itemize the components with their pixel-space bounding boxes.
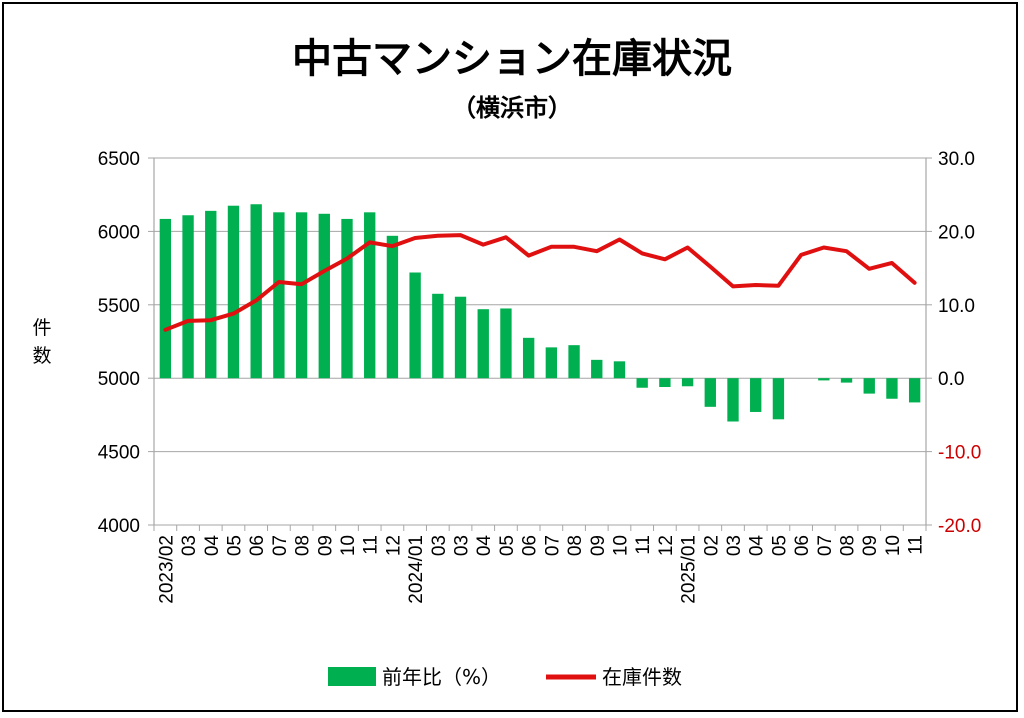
chart-subtitle: （横浜市）	[452, 94, 572, 122]
bar	[364, 212, 376, 379]
legend-line-label: 在庫件数	[602, 665, 682, 689]
bar	[409, 272, 421, 379]
x-tick-label: 08	[838, 535, 859, 556]
left-tick-label: 5500	[98, 296, 140, 317]
x-tick-label: 10	[338, 535, 359, 556]
right-tick-label: 20.0	[938, 222, 975, 243]
line-series	[163, 233, 917, 332]
x-tick-label: 2023/02	[156, 535, 177, 604]
right-tick-label: -10.0	[938, 443, 981, 464]
x-tick-label: 03	[179, 535, 200, 556]
x-tick-label: 03	[724, 535, 745, 556]
x-tick-label: 09	[315, 535, 336, 556]
bar	[886, 378, 898, 399]
bar	[908, 378, 921, 403]
right-axis-ticks: -20.0 -10.0 0.0 10.0 20.0 30.0	[938, 149, 981, 537]
bar	[432, 293, 444, 379]
x-tick-label: 05	[769, 535, 790, 556]
x-tick-label: 2025/01	[679, 535, 700, 604]
x-tick-label: 10	[883, 535, 904, 556]
bar	[613, 361, 626, 379]
x-tick-label: 11	[361, 535, 382, 555]
legend-bar-label: 前年比（%）	[382, 665, 501, 689]
left-tick-label: 5000	[98, 369, 140, 390]
x-tick-label: 11	[633, 535, 654, 555]
bar	[704, 378, 716, 407]
x-tick-label: 07	[815, 535, 836, 556]
bar	[273, 212, 285, 379]
bar	[318, 213, 330, 379]
bar	[386, 235, 399, 379]
left-tick-label: 6000	[98, 222, 140, 243]
x-tick-label: 07	[270, 535, 291, 556]
x-tick-label: 12	[656, 535, 677, 556]
x-tick-label: 10	[610, 535, 631, 556]
bar	[659, 378, 671, 388]
x-tick-label: 12	[383, 535, 404, 556]
bar	[500, 308, 512, 379]
bar	[454, 296, 467, 379]
x-tick-label: 07	[542, 535, 563, 556]
bar	[750, 378, 762, 412]
right-tick-label: -20.0	[938, 516, 981, 537]
legend-bar-swatch	[328, 667, 376, 686]
axes	[148, 157, 932, 531]
y-axis-label-line2: 数	[32, 345, 51, 367]
x-tick-label: 03	[429, 535, 450, 556]
bar	[636, 378, 648, 388]
bar	[159, 218, 172, 379]
chart-title: 中古マンション在庫状況	[292, 36, 732, 82]
bar	[545, 347, 558, 379]
bar	[568, 345, 580, 379]
x-tick-label: 06	[792, 535, 813, 556]
x-tick-label: 04	[747, 535, 768, 557]
x-tick-label: 08	[293, 535, 314, 556]
x-tick-label: 02	[701, 535, 722, 556]
bar	[182, 215, 194, 379]
right-tick-label: 10.0	[938, 296, 975, 317]
x-tick-label: 04	[474, 535, 495, 557]
x-tick-label: 06	[520, 535, 541, 556]
bar	[295, 212, 308, 379]
x-tick-label: 08	[565, 535, 586, 556]
x-tick-label: 11	[906, 535, 927, 555]
bar	[727, 378, 739, 422]
left-tick-label: 6500	[98, 149, 140, 170]
x-tick-label: 05	[497, 535, 518, 556]
x-tick-label: 06	[247, 535, 268, 556]
x-tick-label: 2024/01	[406, 535, 427, 604]
gridlines	[154, 157, 926, 526]
x-tick-label: 05	[224, 535, 245, 556]
bar	[591, 359, 603, 379]
bar	[818, 378, 830, 381]
bar-series	[159, 204, 921, 422]
x-axis-ticks: 2023/02 03 04 05 06 07 08 09 10 11 12 2024/01 03 03 04…	[156, 535, 926, 604]
bar	[863, 378, 875, 394]
inventory-line	[163, 233, 917, 332]
bar	[772, 378, 785, 420]
right-tick-label: 0.0	[938, 369, 964, 390]
legend: 前年比（%） 在庫件数	[328, 665, 682, 689]
left-axis-ticks: 4000 4500 5000 5500 6000 6500	[98, 149, 140, 537]
x-tick-label: 09	[588, 535, 609, 556]
bar	[681, 378, 694, 387]
bar	[477, 309, 489, 379]
y-axis-label-line1: 件	[32, 317, 51, 339]
left-tick-label: 4500	[98, 443, 140, 464]
bar	[522, 337, 535, 379]
bar	[840, 378, 853, 383]
left-tick-label: 4000	[98, 516, 140, 537]
right-tick-label: 30.0	[938, 149, 975, 170]
x-tick-label: 09	[860, 535, 881, 556]
bar	[205, 210, 217, 379]
bar	[250, 204, 262, 379]
x-tick-label: 03	[452, 535, 473, 556]
bar	[227, 205, 240, 379]
bar	[341, 218, 353, 379]
x-tick-label: 04	[202, 535, 223, 557]
